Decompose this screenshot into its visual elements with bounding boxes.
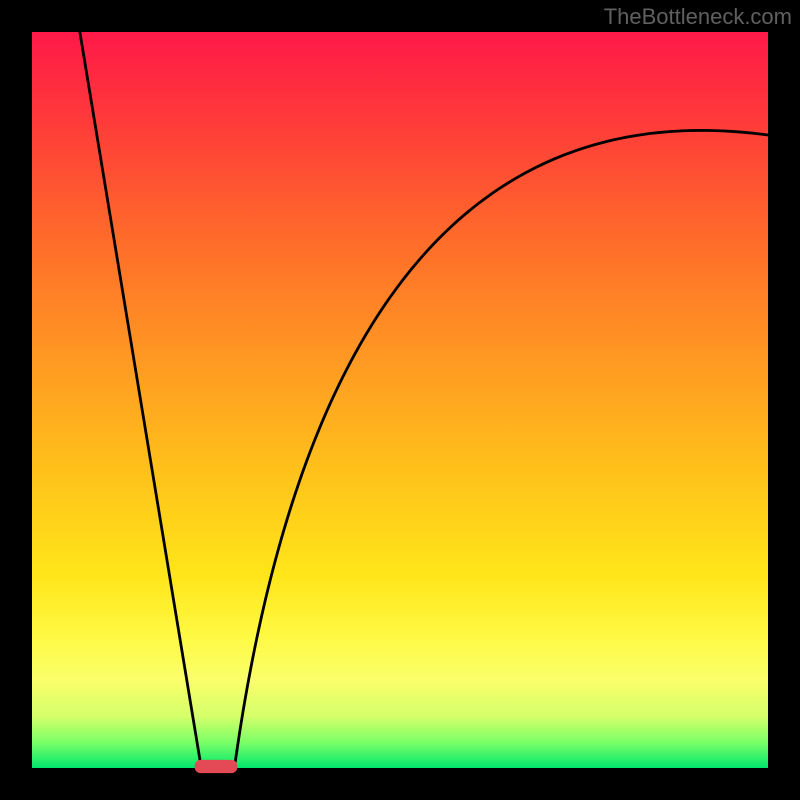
optimal-marker [195, 760, 238, 773]
chart-container: TheBottleneck.com [0, 0, 800, 800]
plot-background [32, 32, 768, 768]
bottleneck-chart [0, 0, 800, 800]
watermark-text: TheBottleneck.com [604, 4, 792, 30]
